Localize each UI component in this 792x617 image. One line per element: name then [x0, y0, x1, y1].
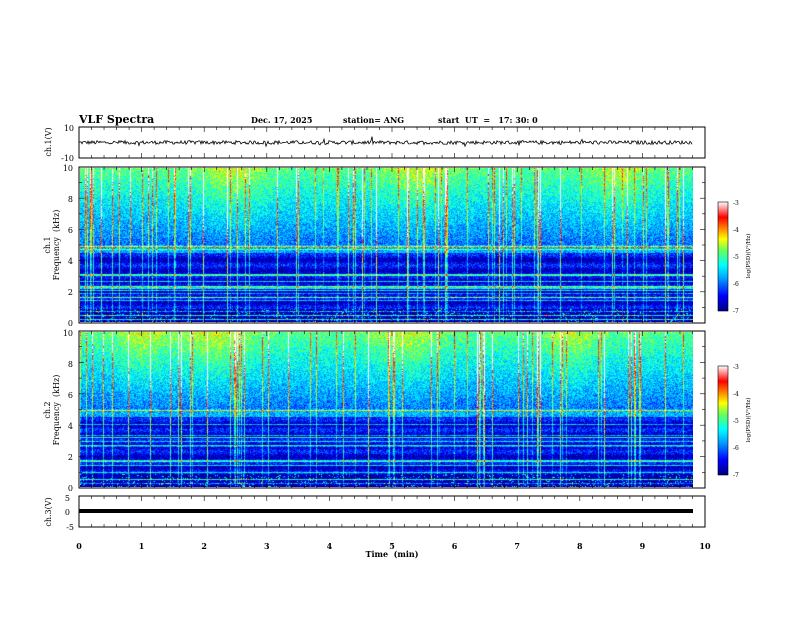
ch2-cb-tick-m3: -3 — [733, 364, 739, 371]
ch3-ytick-bottom: -5 — [66, 523, 74, 532]
ch1-colorbar — [717, 201, 729, 312]
ch2-spec-ytick-10: 10 — [63, 329, 73, 338]
ch2-spec-ytick-2: 2 — [68, 453, 73, 462]
x-tick-label-9: 9 — [640, 541, 646, 551]
x-tick-labels: 0 1 2 3 4 5 6 7 8 9 10 — [76, 541, 711, 551]
ch1-cb-tick-m3: -3 — [733, 200, 739, 207]
chart-title: VLF Spectra — [78, 113, 154, 126]
ch1-spec-ytick-10: 10 — [63, 164, 73, 173]
ch2-cb-tick-m5: -5 — [733, 418, 739, 425]
ch1-cb-tick-m7: -7 — [733, 308, 739, 315]
x-tick-label-3: 3 — [264, 541, 270, 551]
chart-station: station= ANG — [343, 115, 404, 125]
ch2-spec-ytick-4: 4 — [68, 422, 73, 431]
ch3-ytick-top: 5 — [65, 494, 70, 503]
ch2-spec-channel-label: ch.2 — [43, 401, 52, 418]
ch1-spectrogram-image-holder — [80, 168, 693, 322]
ch1-spectrogram-panel: 10 8 6 4 2 0 ch.1 Frequency (kHz) -3 -4 … — [43, 164, 752, 328]
ch1-waveform-panel: 10 -10 ch.1(V) — [44, 124, 706, 163]
ch2-spec-ylabel: Frequency (kHz) — [52, 375, 61, 446]
ch1-spec-ytick-8: 8 — [68, 195, 73, 204]
ch2-cb-label: log(PSD)(V²/Hz) — [745, 398, 752, 443]
ch2-cb-tick-m6: -6 — [733, 445, 739, 452]
ch2-cb-tick-m7: -7 — [733, 472, 739, 479]
chart-date: Dec. 17, 2025 — [251, 115, 312, 125]
ch1-spectrogram-heatmap — [80, 168, 693, 322]
x-tick-label-6: 6 — [452, 541, 458, 551]
x-tick-label-1: 1 — [139, 541, 145, 551]
ch2-spec-ytick-6: 6 — [68, 391, 73, 400]
x-tick-label-7: 7 — [514, 541, 520, 551]
chart-start-ut: start UT = 17: 30: 0 — [438, 115, 538, 125]
time-ticks — [78, 127, 706, 527]
ch1-cb-tick-m4: -4 — [733, 227, 739, 234]
ch1-ytick-top: 10 — [64, 124, 74, 133]
x-tick-label-0: 0 — [76, 541, 82, 551]
ch1-spec-ytick-0: 0 — [68, 319, 73, 328]
ch2-cb-tick-m4: -4 — [733, 391, 739, 398]
x-tick-label-10: 10 — [699, 541, 711, 551]
ch1-cb-tick-m6: -6 — [733, 281, 739, 288]
x-tick-label-4: 4 — [327, 541, 333, 551]
x-tick-label-8: 8 — [577, 541, 583, 551]
ch1-spec-ytick-4: 4 — [68, 257, 73, 266]
ch3-waveform-panel: 5 0 -5 ch.3(V) — [44, 494, 706, 532]
ch1-spec-ylabel: Frequency (kHz) — [52, 210, 61, 281]
ch2-spec-ytick-8: 8 — [68, 360, 73, 369]
ch3-ytick-mid: 0 — [65, 508, 70, 517]
ch2-spectrogram-heatmap — [80, 332, 693, 487]
ch1-waveform-trace — [78, 136, 693, 148]
ch2-colorbar — [717, 365, 729, 476]
x-tick-label-2: 2 — [201, 541, 207, 551]
ch1-spec-ytick-6: 6 — [68, 226, 73, 235]
ch3-ylabel: ch.3(V) — [44, 497, 53, 526]
ch1-spec-ytick-2: 2 — [68, 288, 73, 297]
ch2-spectrogram-image-holder — [80, 332, 693, 487]
ch1-spec-channel-label: ch.1 — [43, 236, 52, 253]
ch1-cb-label: log(PSD)(V²/Hz) — [745, 234, 752, 279]
ch1-cb-tick-m5: -5 — [733, 254, 739, 261]
ch3-waveform-trace — [79, 509, 693, 513]
x-tick-label-5: 5 — [389, 541, 395, 551]
x-axis-label: Time (min) — [365, 549, 418, 559]
ch2-spec-ytick-0: 0 — [68, 484, 73, 493]
ch1-ytick-bottom: -10 — [61, 154, 74, 163]
ch2-spectrogram-panel: 10 8 6 4 2 0 ch.2 Frequency (kHz) -3 -4 … — [43, 329, 752, 493]
ch1-ylabel: ch.1(V) — [44, 127, 53, 156]
